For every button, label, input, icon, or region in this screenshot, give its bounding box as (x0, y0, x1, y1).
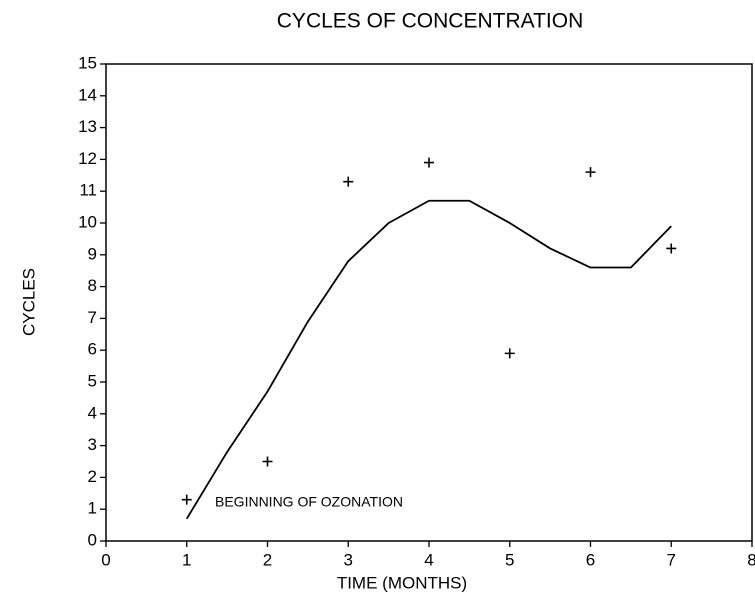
x-tick-label: 2 (263, 550, 272, 569)
y-tick-label: 12 (78, 149, 97, 168)
data-point (666, 243, 677, 254)
y-tick-label: 5 (88, 371, 97, 390)
data-point (181, 494, 192, 505)
data-point (585, 167, 596, 178)
y-tick-label: 15 (78, 53, 97, 72)
data-point (424, 157, 434, 168)
annotation: BEGINNING OF OZONATION (215, 494, 403, 510)
y-tick-label: 11 (79, 181, 97, 200)
y-tick-label: 10 (78, 212, 97, 231)
y-tick-label: 7 (88, 308, 97, 327)
y-tick-label: 3 (88, 435, 97, 454)
data-point (262, 456, 273, 467)
y-tick-label: 2 (88, 467, 97, 486)
y-tick-label: 8 (88, 276, 97, 295)
plot-frame (105, 63, 753, 542)
x-tick-label: 7 (667, 550, 676, 569)
chart-title: CYCLES OF CONCENTRATION (277, 10, 583, 33)
y-tick-label: 13 (78, 117, 97, 136)
x-tick-label: 8 (747, 550, 755, 569)
x-tick-label: 0 (101, 550, 110, 569)
fit-curve (185, 199, 672, 520)
x-tick-label: 3 (344, 550, 353, 569)
y-tick-label: 9 (88, 244, 97, 263)
y-axis-label: CYCLES (19, 268, 38, 336)
y-tick-label: 0 (88, 530, 97, 549)
y-tick-label: 14 (78, 85, 97, 104)
y-tick-label: 6 (88, 340, 97, 359)
y-tick-label: 1 (88, 499, 97, 518)
x-axis-label: TIME (MONTHS) (337, 573, 467, 592)
y-tick-label: 4 (88, 403, 97, 422)
x-tick-label: 6 (586, 550, 595, 569)
x-tick-label: 1 (182, 550, 191, 569)
x-tick-label: 5 (505, 550, 514, 569)
data-point (504, 348, 515, 359)
data-point (343, 176, 354, 187)
x-tick-label: 4 (424, 550, 433, 569)
